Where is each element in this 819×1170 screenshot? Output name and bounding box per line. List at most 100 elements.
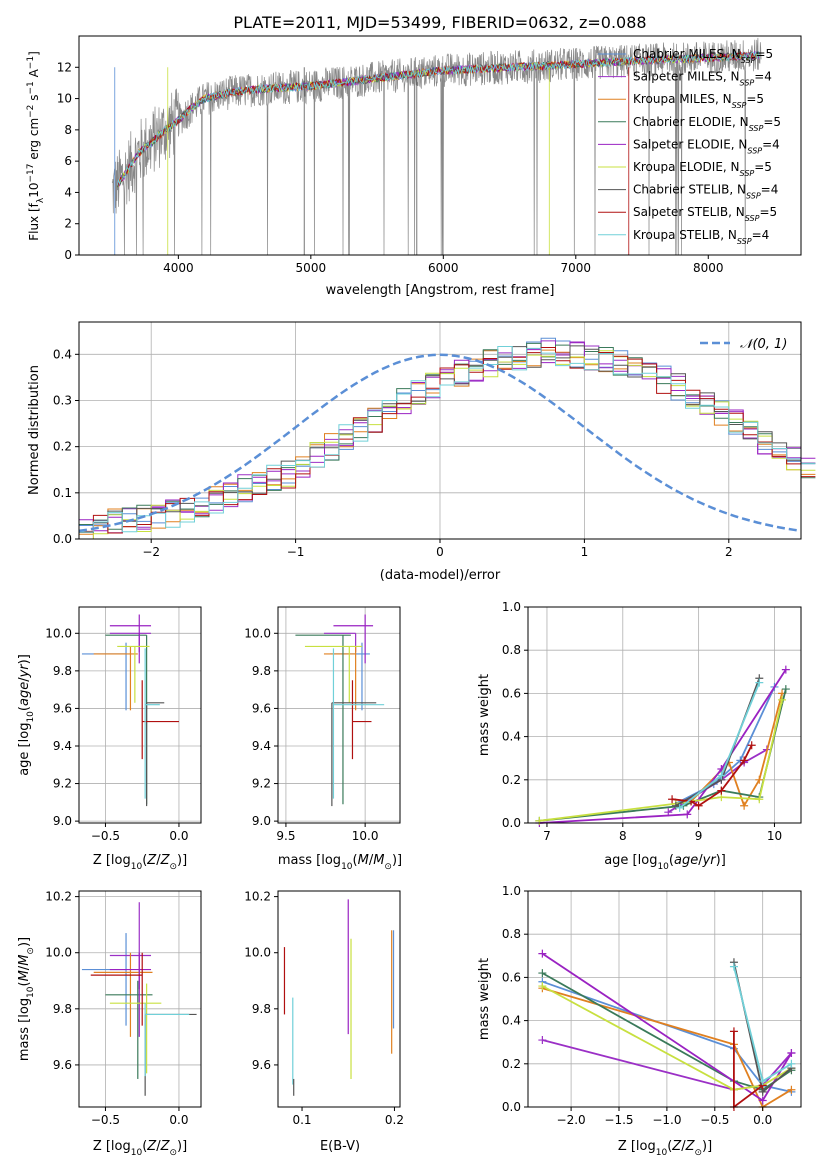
y-tick-label: 0.0 (53, 532, 72, 546)
spectrum-xlabel: wavelength [Angstrom, rest frame] (326, 283, 555, 298)
age-vs-mass-ticks: 9.5 10.0 9.0 9.2 9.4 9.6 9.8 10.0 (244, 626, 378, 843)
residuals-panel: −2 −1 0 1 2 0.0 0.1 0.2 0.3 0.4 (data-model)/erro… (27, 321, 816, 583)
massweight-vs-Z-grid (528, 890, 801, 1108)
massweight-vs-age-ylabel: mass weight (477, 674, 492, 756)
residuals-legend: 𝒩(0, 1) (700, 337, 787, 352)
massweight-vs-Z-frame (527, 890, 802, 1108)
residuals-xlabel: (data-model)/error (380, 568, 501, 583)
y-tick-label: 9.0 (252, 814, 271, 828)
model-line-8 (117, 51, 761, 186)
x-tick-label: −1.0 (652, 1113, 681, 1127)
legend-label-6: Chabrier STELIB, NSSP=4 (633, 183, 778, 201)
series-line-6 (675, 677, 761, 807)
y-tick-label: 0.4 (502, 730, 521, 744)
hist-step-2 (79, 349, 816, 535)
data-point (755, 775, 764, 784)
y-tick-label: 1.0 (502, 884, 521, 898)
x-tick-label: 0.0 (169, 829, 188, 843)
spectrum-plot-area (111, 37, 762, 255)
massweight-vs-age-ticks: 7 8 9 10 0.0 0.2 0.4 0.6 0.8 1.0 (502, 600, 782, 843)
svg-text:mass [log10(M/M⊙)]: mass [log10(M/M⊙)] (17, 937, 36, 1061)
massweight-vs-Z-plot-area (538, 949, 796, 1111)
age-vs-Z-xlabel: Z [log10(Z/Z⊙)] (93, 853, 187, 872)
data-point (675, 803, 684, 812)
x-tick-label: 6000 (428, 261, 459, 275)
age-vs-Z-grid (79, 607, 201, 823)
data-point (787, 1077, 796, 1086)
y-tick-label: 9.6 (252, 701, 271, 715)
age-vs-Z-ticks: −0.5 0.0 9.0 9.2 9.4 9.6 9.8 10.0 (45, 626, 188, 843)
y-tick-label: 0.0 (502, 1100, 521, 1114)
data-point (747, 741, 756, 750)
y-tick-label: 9.4 (252, 739, 271, 753)
x-tick-label: −0.5 (91, 1113, 120, 1127)
spectrum-frame (78, 35, 802, 256)
y-tick-label: 9.8 (252, 664, 271, 678)
x-tick-label: 0.1 (292, 1113, 311, 1127)
spectrum-ylabel: Flux [fλ10−17 erg cm−2 s−1 A−1] (26, 51, 46, 241)
y-tick-label: 9.8 (252, 1002, 271, 1016)
y-tick-label: 1.0 (502, 600, 521, 614)
legend-label-4: Salpeter ELODIE, NSSP=4 (633, 137, 780, 155)
y-tick-label: 0.1 (53, 486, 72, 500)
x-tick-label: 9.5 (276, 829, 295, 843)
data-point (758, 1096, 767, 1105)
y-tick-label: 9.4 (53, 739, 72, 753)
x-tick-label: 7000 (561, 261, 592, 275)
normal-legend-label: 𝒩(0, 1) (740, 337, 787, 352)
data-point (694, 801, 703, 810)
y-tick-label: 9.8 (53, 664, 72, 678)
series-line-4 (539, 669, 787, 824)
x-tick-label: 8000 (693, 261, 724, 275)
residuals-plot-area (78, 337, 816, 540)
y-tick-label: 0.2 (502, 1057, 521, 1071)
x-tick-label: 10 (767, 829, 782, 843)
mass-vs-EBV-panel: 0.1 0.2 9.6 9.8 10.0 10.2 E(B-V) (244, 890, 404, 1154)
hist-step-4 (79, 341, 816, 532)
y-tick-label: 0.2 (502, 773, 521, 787)
data-point (740, 801, 749, 810)
data-point (717, 786, 726, 795)
x-tick-label: 0 (436, 545, 444, 559)
y-tick-label: 10.2 (45, 890, 72, 904)
massweight-vs-age-xlabel: age [log10(age/yr)] (604, 853, 726, 872)
y-tick-label: 0.6 (502, 686, 521, 700)
y-tick-label: 9.0 (53, 814, 72, 828)
x-tick-label: −2.0 (557, 1113, 586, 1127)
hist-step-8 (79, 346, 816, 533)
y-tick-label: 12 (57, 60, 72, 74)
x-tick-label: 4000 (163, 261, 194, 275)
y-tick-label: 9.6 (252, 1058, 271, 1072)
svg-text:age [log10(age/yr)]: age [log10(age/yr)] (17, 654, 36, 776)
mass-vs-Z-panel: −0.5 0.0 9.6 9.8 10.0 10.2 Z [log10(Z/Z⊙)] ma… (17, 890, 202, 1158)
y-tick-label: 10.0 (45, 626, 72, 640)
y-tick-label: 9.2 (252, 777, 271, 791)
svg-text:Flux [fλ10−17 erg cm−2 s−1 A−1: Flux [fλ10−17 erg cm−2 s−1 A−1] (26, 51, 46, 241)
y-tick-label: 10.0 (244, 626, 271, 640)
hist-step-5 (79, 350, 816, 540)
x-tick-label: −1.5 (604, 1113, 633, 1127)
massweight-vs-age-frame (527, 606, 802, 824)
x-tick-label: −2 (142, 545, 160, 559)
massweight-vs-Z-panel: −2.0 −1.5 −1.0 −0.5 0.0 0.0 0.2 0.4 0.6 0.8 1.0 Z … (477, 884, 802, 1158)
data-point (755, 678, 764, 687)
age-vs-Z-ylabel: age [log10(age/yr)] (17, 654, 36, 776)
hist-step-0 (79, 337, 816, 526)
mass-vs-EBV-xlabel: E(B-V) (320, 1139, 360, 1154)
x-tick-label: 10.0 (352, 829, 379, 843)
mass-vs-Z-xlabel: Z [log10(Z/Z⊙)] (93, 1139, 187, 1158)
figure-title: PLATE=2011, MJD=53499, FIBERID=0632, z=0… (233, 13, 646, 32)
y-tick-label: 9.2 (53, 777, 72, 791)
mass-vs-Z-ylabel: mass [log10(M/M⊙)] (17, 937, 36, 1061)
hist-step-3 (79, 342, 816, 530)
age-vs-mass-grid (278, 607, 400, 823)
x-tick-label: −0.5 (91, 829, 120, 843)
y-tick-label: 0.6 (502, 970, 521, 984)
data-point (538, 969, 547, 978)
data-point (683, 810, 692, 819)
x-tick-label: 0.0 (169, 1113, 188, 1127)
y-tick-label: 10 (57, 92, 72, 106)
y-tick-label: 9.6 (53, 701, 72, 715)
hist-step-7 (79, 347, 816, 534)
